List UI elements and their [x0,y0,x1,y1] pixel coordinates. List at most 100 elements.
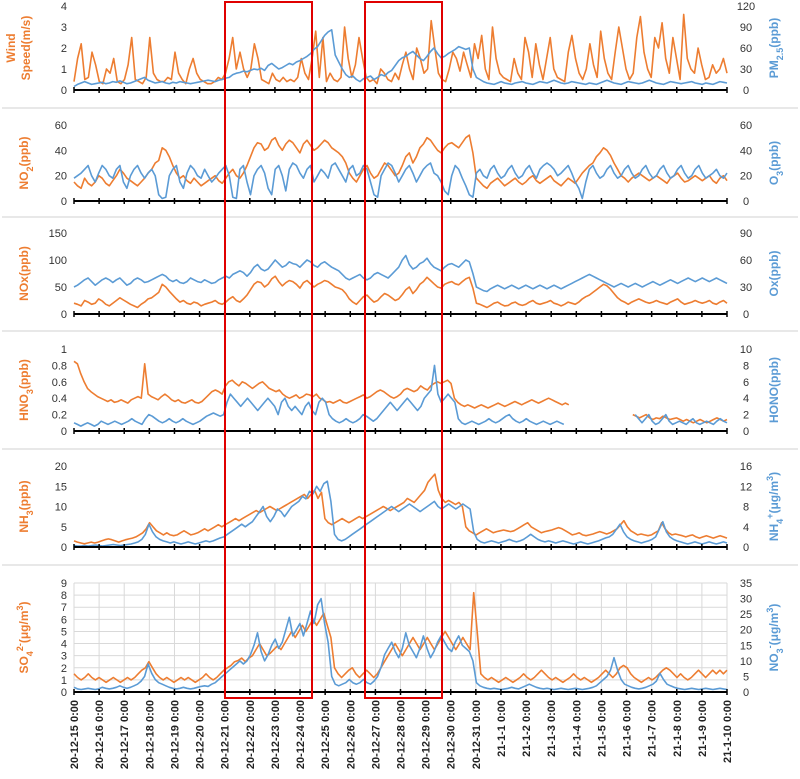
right-axis-label: NO3-(μg/m3) [765,604,785,672]
left-axis-label: NO2(ppb) [17,136,35,189]
left-tick-label: 20 [55,171,67,183]
panel-3: 0 50 100 150 0 30 60 90 [49,228,752,321]
left-tick-label: 10 [55,502,67,514]
x-tick-label: 20-12-22 0:00 [245,700,257,769]
right-tick-label: 0 [743,196,749,208]
left-tick-label: 0 [61,85,67,97]
right-axis-label: NH4+(μg/m3) [765,472,785,541]
right-tick-label: 0 [743,426,749,438]
right-tick-label: 30 [740,64,752,76]
left-axis-label: SO42-(μg/m3) [15,601,35,673]
left-axis-label: HNO3(ppb) [17,359,35,421]
series-line-left [73,275,728,309]
left-tick-label: 5 [61,522,67,534]
x-tick-label: 21-1-7 0:00 [647,700,659,757]
left-tick-label: 15 [55,481,67,493]
x-tick-label: 20-12-30 0:00 [446,700,458,769]
left-tick-label: 0 [61,687,67,699]
left-tick-label: 4 [61,1,67,13]
x-tick-label: 21-1-4 0:00 [571,700,583,757]
right-tick-label: 4 [743,393,749,405]
left-tick-label: 40 [55,145,67,157]
right-tick-label: 16 [740,461,752,473]
x-tick-label: 21-1-1 0:00 [496,700,508,757]
right-tick-label: 0 [743,85,749,97]
right-tick-label: 5 [743,671,749,683]
x-tick-label: 21-1-3 0:00 [546,700,558,757]
series-line-left [73,360,728,424]
right-tick-label: 4 [743,522,749,534]
x-tick-label: 20-12-17 0:00 [119,700,131,769]
x-tick-label: 21-1-8 0:00 [672,700,684,757]
right-axis-label: O3(ppb) [767,141,785,185]
right-tick-label: 0 [743,542,749,554]
right-tick-label: 60 [740,120,752,132]
left-tick-label: 0.6 [52,377,67,389]
right-tick-label: 35 [740,578,752,590]
x-tick-label: 21-1-6 0:00 [622,700,634,757]
x-tick-label: 21-1-10 0:00 [722,700,734,763]
right-tick-label: 0 [743,687,749,699]
left-tick-label: 0 [61,196,67,208]
right-tick-label: 12 [740,481,752,493]
left-tick-label: 5 [61,626,67,638]
x-tick-label: 20-12-27 0:00 [370,700,382,769]
x-tick-label: 20-12-20 0:00 [195,700,207,769]
left-tick-label: 6 [61,614,67,626]
series-line-right [73,480,728,547]
series-line-right [73,254,728,293]
x-tick-label: 21-1-9 0:00 [697,700,709,757]
left-tick-label: 1 [61,675,67,687]
series-line-right [73,29,728,88]
right-tick-label: 40 [740,145,752,157]
series-line-right [73,364,728,427]
left-tick-label: 50 [55,282,67,294]
left-tick-label: 100 [49,255,67,267]
left-axis-label: WindSpeed(m/s) [4,16,33,81]
left-axis-label: NH3(ppb) [17,480,35,532]
series-line-left [73,473,728,545]
left-tick-label: 4 [61,639,67,651]
left-tick-label: 0.2 [52,410,67,422]
right-tick-label: 60 [740,43,752,55]
series-line-right [73,597,728,691]
right-tick-label: 30 [740,594,752,606]
right-tick-label: 30 [740,282,752,294]
right-tick-label: 20 [740,171,752,183]
x-tick-label: 20-12-19 0:00 [169,700,181,769]
right-tick-label: 120 [737,1,755,13]
left-tick-label: 0 [61,309,67,321]
highlight-box-1 [224,1,313,699]
x-tick-label: 20-12-29 0:00 [421,700,433,769]
left-tick-label: 8 [61,590,67,602]
x-tick-label: 20-12-25 0:00 [320,700,332,769]
right-tick-label: 6 [743,377,749,389]
x-tick-label: 20-12-18 0:00 [144,700,156,769]
panel-2: 0 20 40 60 0 20 40 60 [55,120,752,208]
left-tick-label: 150 [49,228,67,240]
left-axis-label: NOx(ppb) [17,246,31,301]
left-tick-label: 1 [61,64,67,76]
left-tick-label: 20 [55,461,67,473]
right-tick-label: 90 [740,22,752,34]
left-tick-label: 0 [61,542,67,554]
x-tick-label: 20-12-21 0:00 [220,700,232,769]
right-tick-label: 90 [740,228,752,240]
left-tick-label: 0.4 [52,393,67,405]
left-tick-label: 3 [61,22,67,34]
x-tick-label: 20-12-31 0:00 [471,700,483,769]
highlight-box-2 [364,1,443,699]
right-axis-label: HONO(ppb) [767,357,781,423]
series-line-right [73,162,728,200]
x-tick-label: 20-12-26 0:00 [345,700,357,769]
panel-5: 0 5 10 15 20 0 4 8 12 16 [55,461,752,554]
right-tick-label: 20 [740,625,752,637]
right-tick-label: 8 [743,360,749,372]
right-tick-label: 25 [740,609,752,621]
series-line-left [73,134,728,190]
left-tick-label: 7 [61,602,67,614]
x-tick-label: 20-12-28 0:00 [396,700,408,769]
x-tick-label: 20-12-24 0:00 [295,700,307,769]
